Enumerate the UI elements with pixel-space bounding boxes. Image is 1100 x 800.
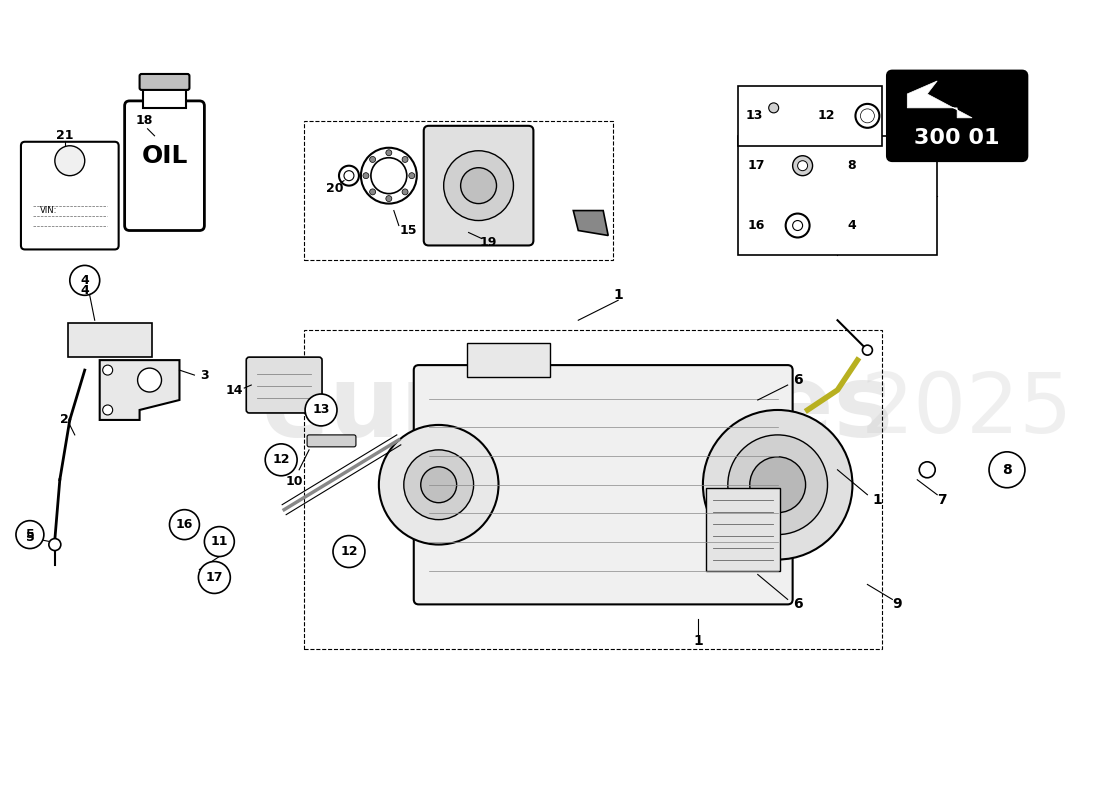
Text: 2: 2 (60, 414, 69, 426)
Circle shape (102, 405, 112, 415)
Circle shape (198, 562, 230, 594)
FancyBboxPatch shape (738, 136, 937, 255)
Text: 13: 13 (312, 403, 330, 417)
Polygon shape (573, 210, 608, 235)
Text: 6: 6 (793, 598, 802, 611)
Circle shape (16, 521, 44, 549)
Circle shape (798, 161, 807, 170)
Text: 7: 7 (937, 493, 947, 506)
Circle shape (138, 368, 162, 392)
Circle shape (363, 173, 368, 178)
Circle shape (703, 410, 852, 559)
Circle shape (386, 196, 392, 202)
FancyBboxPatch shape (706, 488, 780, 571)
Text: 6: 6 (793, 373, 802, 387)
Circle shape (862, 345, 872, 355)
Text: 2025: 2025 (861, 370, 1074, 450)
Circle shape (265, 444, 297, 476)
Text: 14: 14 (226, 383, 243, 397)
FancyBboxPatch shape (307, 435, 356, 447)
Text: 19: 19 (480, 236, 497, 249)
Circle shape (403, 157, 408, 162)
Circle shape (404, 450, 474, 520)
Circle shape (443, 150, 514, 221)
Polygon shape (908, 81, 972, 118)
Text: 12: 12 (340, 545, 358, 558)
Text: a passion for parts: a passion for parts (397, 461, 759, 498)
Circle shape (793, 221, 803, 230)
Text: eurospares: eurospares (262, 362, 894, 458)
Text: 9: 9 (892, 598, 902, 611)
Text: 4: 4 (847, 219, 856, 232)
FancyBboxPatch shape (466, 343, 550, 377)
FancyBboxPatch shape (21, 142, 119, 250)
Circle shape (169, 510, 199, 539)
FancyBboxPatch shape (124, 101, 205, 230)
Circle shape (403, 189, 408, 195)
Circle shape (769, 103, 779, 113)
Text: 8: 8 (1002, 462, 1012, 477)
Text: 1: 1 (693, 634, 703, 648)
Circle shape (370, 157, 375, 162)
Text: 15: 15 (400, 224, 418, 237)
Text: 13: 13 (746, 110, 763, 122)
FancyBboxPatch shape (888, 71, 1027, 161)
Text: 17: 17 (206, 571, 223, 584)
Circle shape (728, 435, 827, 534)
Circle shape (55, 146, 85, 176)
FancyBboxPatch shape (140, 74, 189, 90)
Circle shape (989, 452, 1025, 488)
Polygon shape (100, 360, 179, 420)
Text: 1: 1 (614, 288, 623, 302)
Text: 5: 5 (25, 528, 34, 541)
Text: 20: 20 (327, 182, 343, 195)
Text: 11: 11 (210, 535, 228, 548)
Text: 21: 21 (56, 130, 74, 142)
Text: 4: 4 (80, 284, 89, 297)
FancyBboxPatch shape (143, 84, 186, 108)
FancyBboxPatch shape (246, 357, 322, 413)
Circle shape (378, 425, 498, 545)
Circle shape (409, 173, 415, 178)
Text: 8: 8 (847, 159, 856, 172)
Text: OIL: OIL (141, 144, 188, 168)
Text: 4: 4 (80, 274, 89, 287)
Circle shape (370, 189, 375, 195)
Circle shape (205, 526, 234, 557)
Text: 1: 1 (872, 493, 882, 506)
Circle shape (860, 109, 875, 123)
Circle shape (102, 365, 112, 375)
Circle shape (386, 150, 392, 156)
Text: 18: 18 (136, 114, 153, 127)
Text: 16: 16 (748, 219, 766, 232)
Text: 17: 17 (748, 159, 766, 172)
Text: 5: 5 (25, 531, 34, 544)
Circle shape (69, 266, 100, 295)
Circle shape (461, 168, 496, 203)
Text: 12: 12 (817, 110, 835, 122)
Circle shape (750, 457, 805, 513)
Text: 10: 10 (285, 475, 303, 488)
FancyBboxPatch shape (424, 126, 534, 246)
Text: 300 01: 300 01 (914, 128, 1000, 148)
FancyBboxPatch shape (68, 323, 152, 357)
Circle shape (305, 394, 337, 426)
Circle shape (333, 535, 365, 567)
Text: 12: 12 (273, 454, 290, 466)
Circle shape (48, 538, 60, 550)
FancyBboxPatch shape (738, 86, 882, 146)
Circle shape (420, 467, 456, 502)
Text: VIN:: VIN: (40, 206, 57, 215)
Text: 3: 3 (200, 369, 209, 382)
Circle shape (793, 156, 813, 176)
FancyBboxPatch shape (414, 365, 793, 604)
Text: 16: 16 (176, 518, 194, 531)
